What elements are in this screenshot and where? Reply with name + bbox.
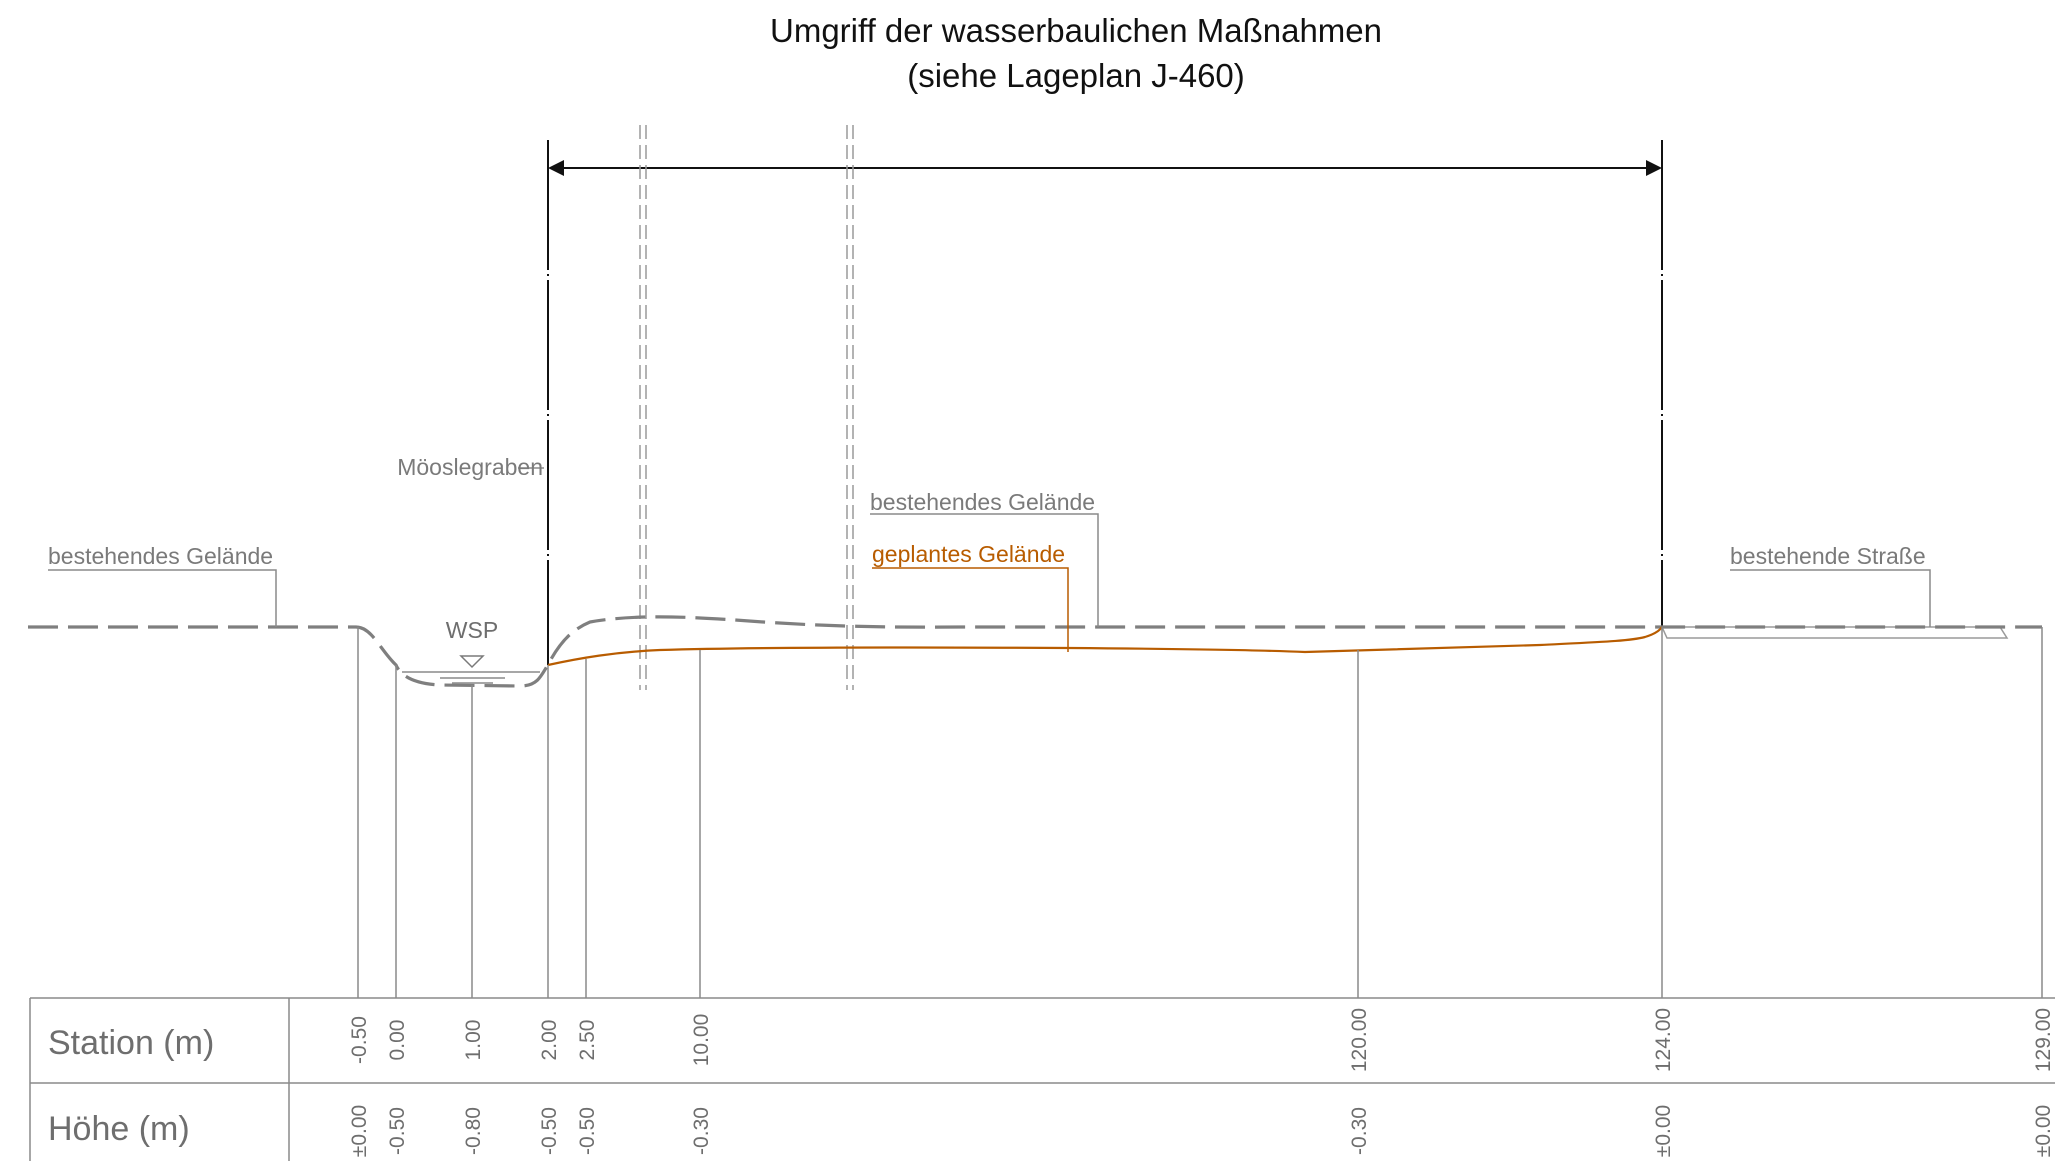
label-stream: Möoslegraben (397, 454, 543, 480)
station-tick-label: 0.00 (386, 1020, 409, 1061)
station-tick-label: 120.00 (1348, 1008, 1371, 1072)
tick-labels: -0.50 ±0.00 0.00 -0.50 1.00 -0.80 2.00 -0.50 2.5… (348, 1008, 2055, 1157)
table-header-height: Höhe (m) (48, 1110, 190, 1148)
station-tick-label: 2.50 (576, 1020, 599, 1061)
water-level-label: WSP (446, 617, 498, 643)
water-surface (402, 671, 540, 684)
height-tick-label: ±0.00 (1652, 1105, 1675, 1157)
height-tick-label: -0.50 (538, 1107, 561, 1155)
road-body (1660, 626, 2009, 639)
height-tick-label: ±0.00 (348, 1105, 371, 1157)
label-existing-terrain-left: bestehendes Gelände (48, 543, 273, 569)
label-existing-terrain-mid: bestehendes Gelände (870, 489, 1095, 515)
station-tick-label: -0.50 (348, 1016, 371, 1064)
station-tick-label: 2.00 (538, 1020, 561, 1061)
height-tick-label: -0.50 (576, 1107, 599, 1155)
station-tick-label: 10.00 (690, 1014, 713, 1067)
station-table (29, 997, 2055, 1161)
station-tick-label: 129.00 (2032, 1008, 2055, 1072)
water-level-icon (459, 655, 485, 669)
station-lines (357, 627, 2043, 998)
title-line-2: (siehe Lageplan J-460) (907, 57, 1245, 94)
label-existing-road: bestehende Straße (1730, 543, 1926, 569)
height-tick-label: -0.80 (462, 1107, 485, 1155)
station-tick-label: 1.00 (462, 1020, 485, 1061)
height-tick-label: ±0.00 (2032, 1105, 2055, 1157)
height-tick-label: -0.30 (690, 1107, 713, 1155)
table-header-station: Station (m) (48, 1024, 214, 1062)
station-tick-label: 124.00 (1652, 1008, 1675, 1072)
existing-terrain-line (28, 615, 2042, 688)
planned-terrain-line (547, 626, 1663, 667)
leader-lines (48, 467, 1931, 627)
planned-terrain-leader (872, 567, 1069, 652)
break-line-1 (639, 125, 647, 690)
height-tick-label: -0.50 (386, 1107, 409, 1155)
break-line-2 (846, 125, 854, 690)
label-planned-terrain: geplantes Gelände (872, 541, 1065, 567)
dimension-line (548, 160, 1662, 176)
height-tick-label: -0.30 (1348, 1107, 1371, 1155)
title-line-1: Umgriff der wasserbaulichen Maßnahmen (770, 12, 1382, 49)
